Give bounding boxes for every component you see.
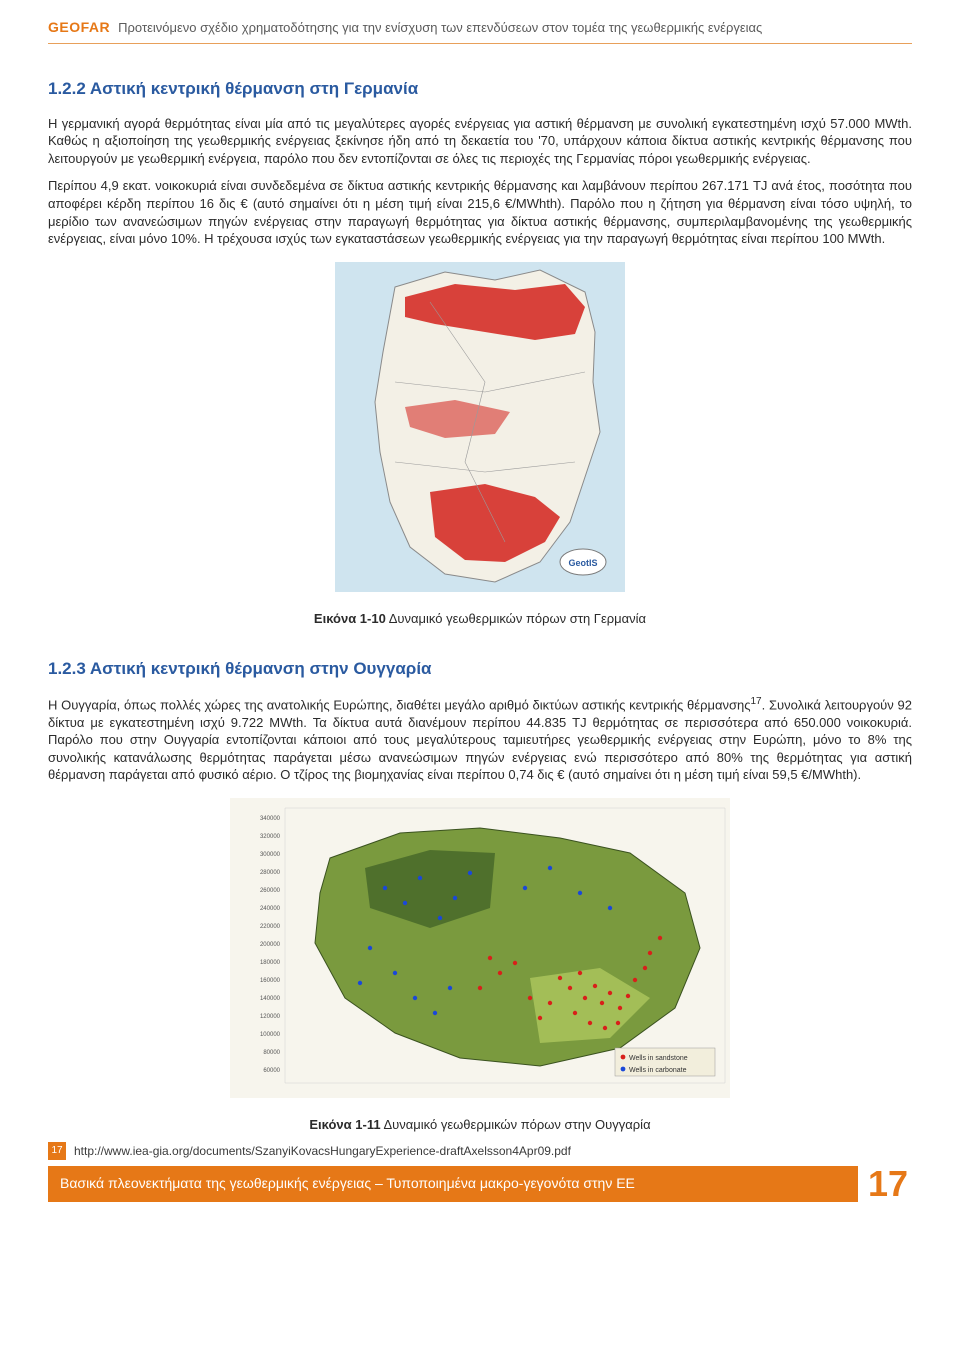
page-number: 17	[858, 1166, 912, 1202]
svg-text:200000: 200000	[260, 942, 281, 948]
page-header: GEOFAR Προτεινόμενο σχέδιο χρηματοδότηση…	[48, 18, 912, 37]
svg-text:160000: 160000	[260, 978, 281, 984]
footnote-text: http://www.iea-gia.org/documents/SzanyiK…	[74, 1143, 571, 1159]
section-1-title: 1.2.2 Αστική κεντρική θέρμανση στη Γερμα…	[48, 78, 912, 101]
header-divider	[48, 43, 912, 44]
svg-text:320000: 320000	[260, 834, 281, 840]
figure-2-caption-rest: Δυναμικό γεωθερμικών πόρων στην Ουγγαρία	[381, 1117, 651, 1132]
legend-line2: Wells in carbonate	[629, 1067, 687, 1074]
brand-label: GEOFAR	[48, 18, 110, 37]
germany-map-svg: GeotIS	[335, 262, 625, 592]
map-badge: GeotIS	[560, 549, 606, 575]
svg-text:140000: 140000	[260, 996, 281, 1002]
figure-2-caption-bold: Εικόνα 1-11	[309, 1117, 380, 1132]
svg-text:80000: 80000	[263, 1050, 280, 1056]
hungary-map-svg: 340000 320000 300000 280000 260000 240000 22…	[230, 798, 730, 1098]
svg-text:60000: 60000	[263, 1068, 280, 1074]
svg-text:260000: 260000	[260, 888, 281, 894]
section-1-para-1: Η γερμανική αγορά θερμότητας είναι μία α…	[48, 115, 912, 168]
svg-text:100000: 100000	[260, 1032, 281, 1038]
svg-text:340000: 340000	[260, 816, 281, 822]
figure-1-caption: Εικόνα 1-10 Δυναμικό γεωθερμικών πόρων σ…	[48, 610, 912, 628]
svg-text:GeotIS: GeotIS	[568, 558, 597, 568]
legend-line1: Wells in sandstone	[629, 1055, 688, 1062]
footnote-17: 17 http://www.iea-gia.org/documents/Szan…	[48, 1142, 912, 1160]
svg-text:120000: 120000	[260, 1014, 281, 1020]
section-2-text-a: Η Ουγγαρία, όπως πολλές χώρες της ανατολ…	[48, 697, 751, 712]
header-subtitle: Προτεινόμενο σχέδιο χρηματοδότησης για τ…	[118, 19, 762, 37]
svg-text:240000: 240000	[260, 906, 281, 912]
figure-1-caption-bold: Εικόνα 1-10	[314, 611, 386, 626]
footnote-ref-17: 17	[751, 696, 762, 707]
map2-yticks: 340000 320000 300000 280000 260000 240000 22…	[260, 816, 281, 1074]
figure-1-caption-rest: Δυναμικό γεωθερμικών πόρων στη Γερμανία	[386, 611, 646, 626]
figure-1-germany-map: GeotIS	[48, 262, 912, 597]
footer-strip-text: Βασικά πλεονεκτήματα της γεωθερμικής ενέ…	[60, 1174, 635, 1193]
footer-strip: Βασικά πλεονεκτήματα της γεωθερμικής ενέ…	[48, 1166, 858, 1202]
section-2-para: Η Ουγγαρία, όπως πολλές χώρες της ανατολ…	[48, 695, 912, 784]
map2-legend: Wells in sandstone Wells in carbonate	[615, 1048, 715, 1076]
section-1-para-2: Περίπου 4,9 εκατ. νοικοκυριά είναι συνδε…	[48, 177, 912, 247]
page-root: GEOFAR Προτεινόμενο σχέδιο χρηματοδότηση…	[0, 0, 960, 1202]
footnote-number-box: 17	[48, 1142, 66, 1160]
svg-text:220000: 220000	[260, 924, 281, 930]
svg-text:280000: 280000	[260, 870, 281, 876]
figure-2-caption: Εικόνα 1-11 Δυναμικό γεωθερμικών πόρων σ…	[48, 1116, 912, 1134]
svg-text:180000: 180000	[260, 960, 281, 966]
section-2-title: 1.2.3 Αστική κεντρική θέρμανση στην Ουγγ…	[48, 658, 912, 681]
svg-text:300000: 300000	[260, 852, 281, 858]
footer-bar: Βασικά πλεονεκτήματα της γεωθερμικής ενέ…	[48, 1166, 912, 1202]
figure-2-hungary-map: 340000 320000 300000 280000 260000 240000 22…	[48, 798, 912, 1103]
